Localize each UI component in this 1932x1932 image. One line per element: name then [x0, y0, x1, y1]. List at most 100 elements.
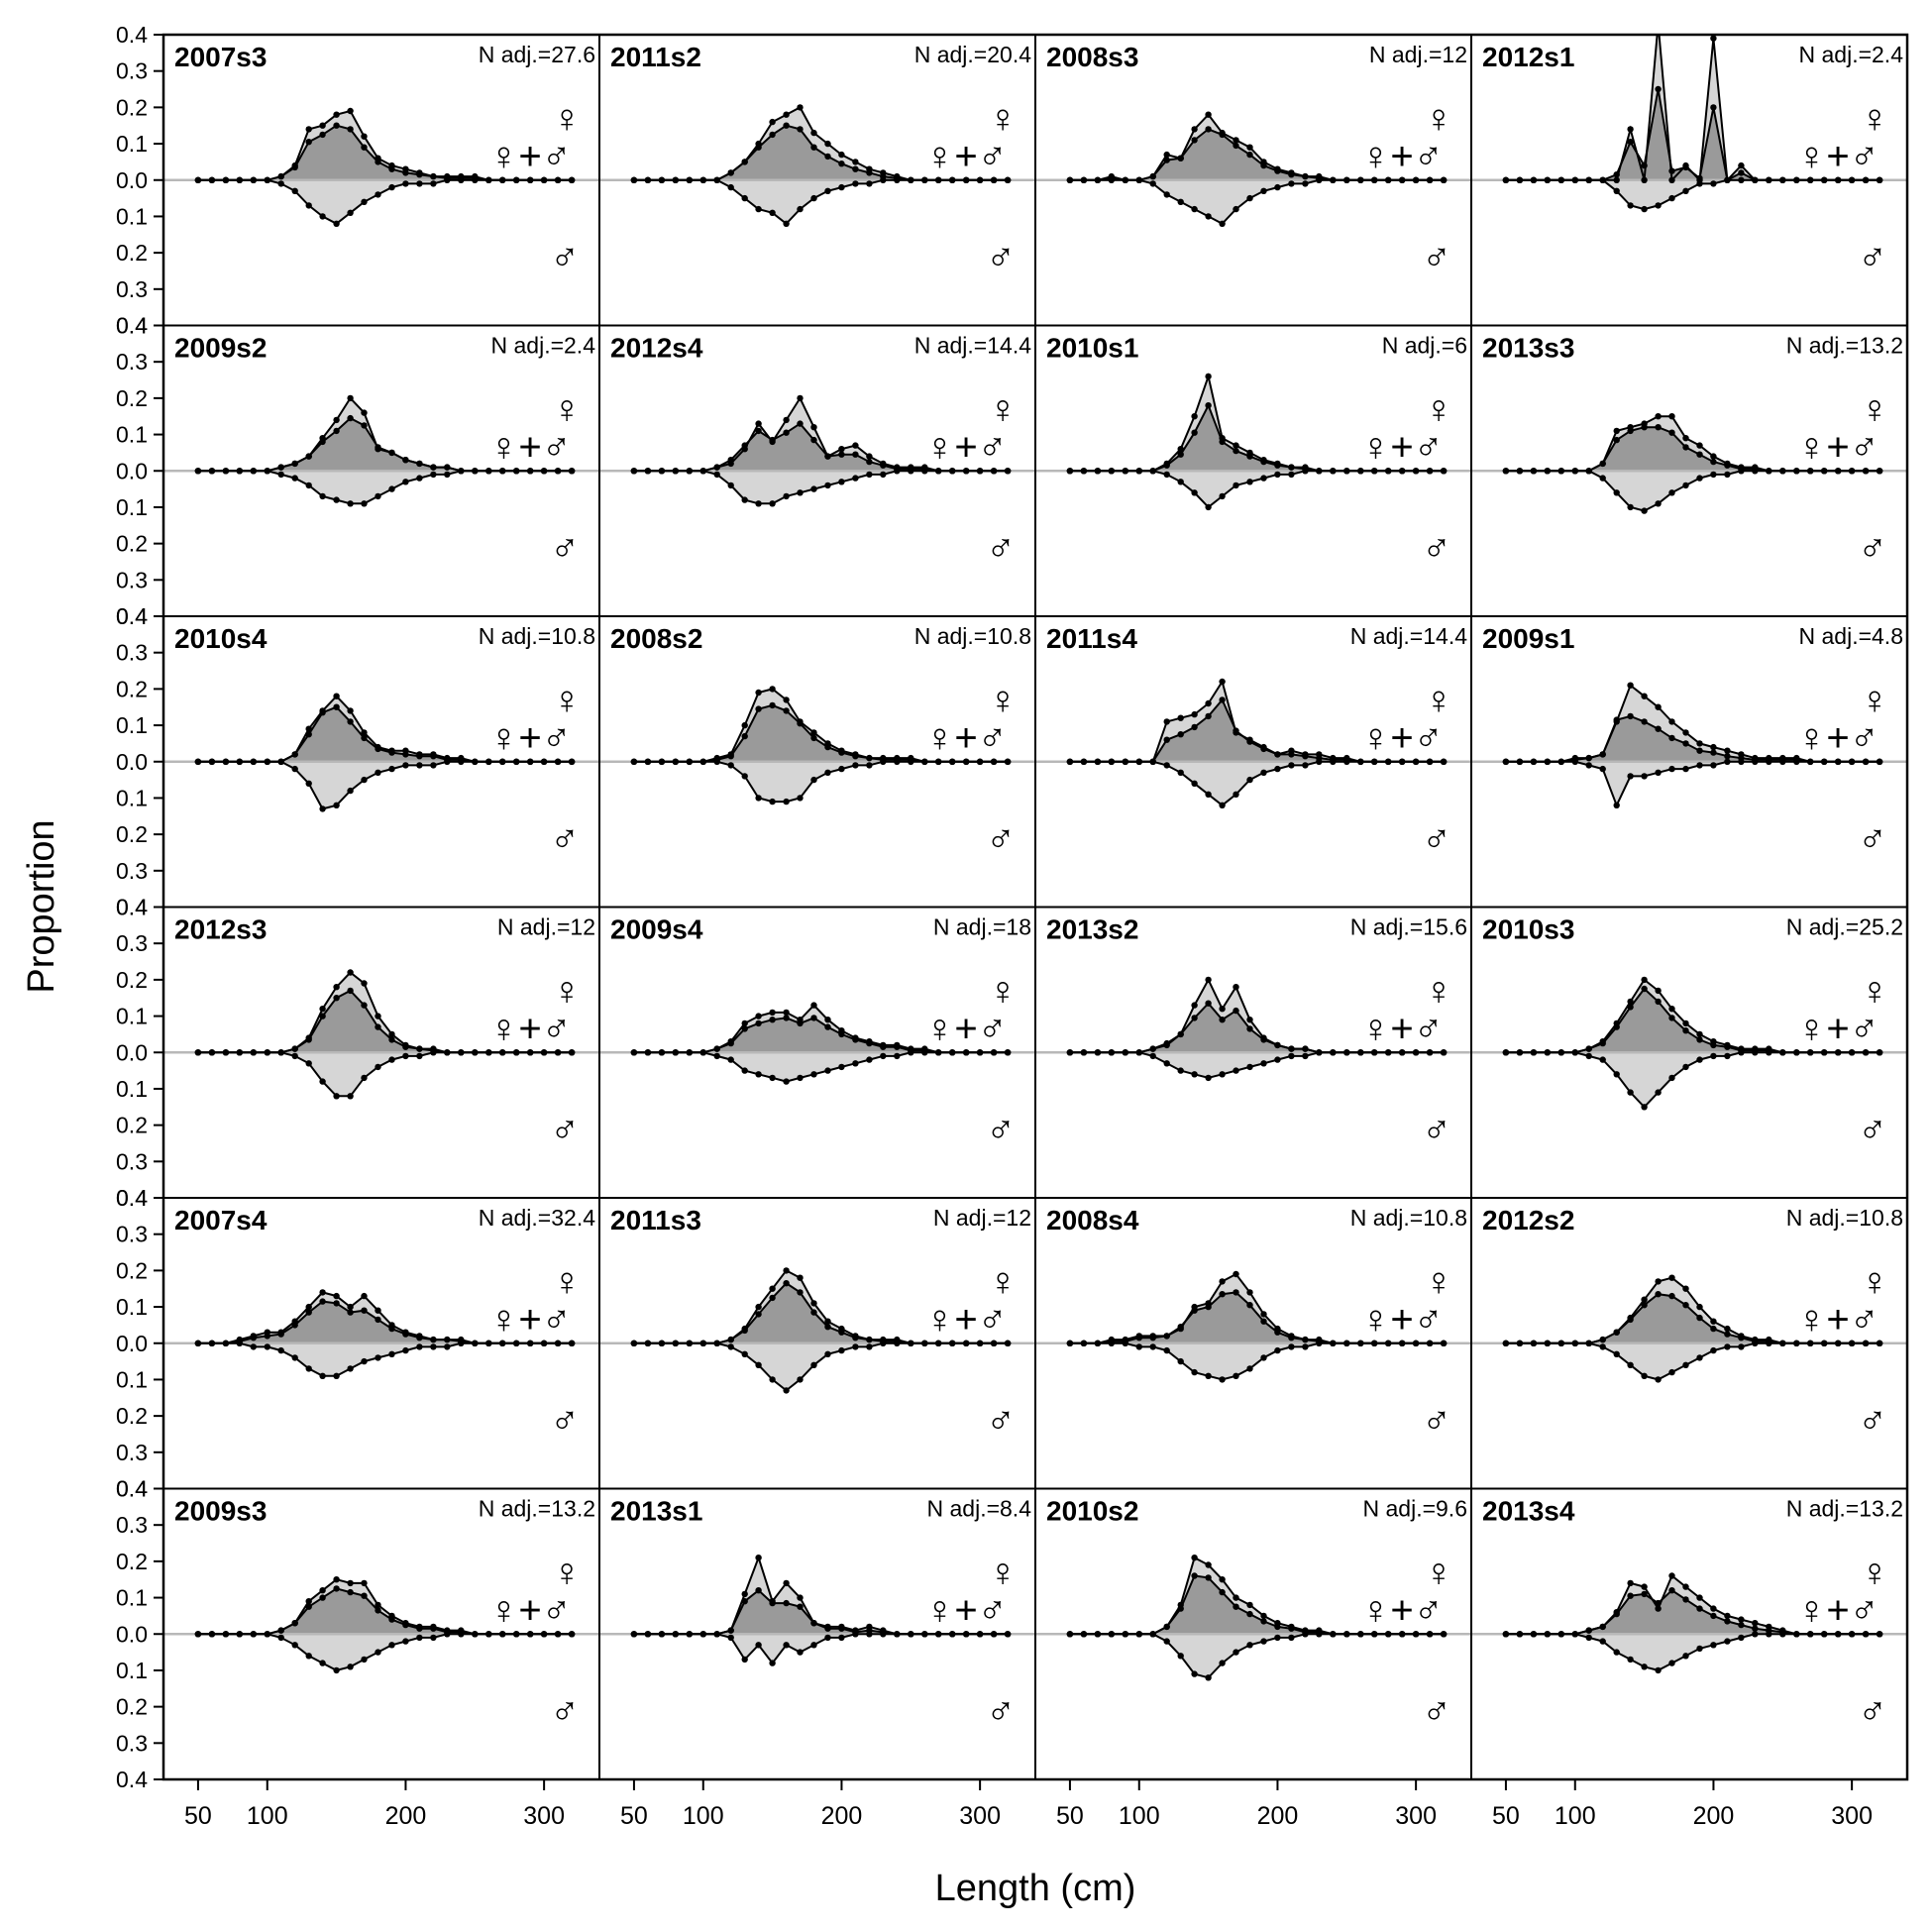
combined-point: [1876, 1340, 1883, 1347]
combined-point: [1807, 1340, 1814, 1347]
panel-nadj: N adj.=10.8: [914, 623, 1031, 649]
male-point: [430, 1634, 437, 1642]
combined-point: [1205, 1000, 1212, 1007]
combined-point: [1710, 1612, 1717, 1620]
male-point: [1205, 1372, 1212, 1380]
combined-point: [1066, 1631, 1074, 1638]
combined-point: [1862, 176, 1870, 183]
combined-point: [554, 1049, 562, 1056]
male-symbol-icon: ♂: [550, 1399, 580, 1443]
panel-nadj: N adj.=2.4: [491, 333, 596, 359]
panel-nadj: N adj.=12: [1369, 42, 1467, 67]
female-point: [1738, 1616, 1745, 1623]
y-tick-label: 0.3: [116, 640, 148, 666]
combined-point: [1219, 438, 1226, 446]
combined-point: [458, 468, 465, 475]
combined-point: [990, 1049, 998, 1056]
combined-point: [1163, 157, 1170, 163]
combined-point: [430, 1336, 437, 1343]
female-point: [1191, 1002, 1198, 1009]
combined-point: [1371, 1631, 1378, 1638]
combined-point: [810, 1309, 817, 1316]
y-tick-label: 0.3: [116, 1440, 148, 1465]
combined-point: [430, 464, 437, 471]
male-point: [1191, 489, 1198, 496]
y-tick-label: 0.3: [116, 1512, 148, 1538]
combined-point: [838, 749, 845, 756]
combined-point: [1502, 1631, 1510, 1638]
male-point: [1233, 1372, 1239, 1380]
female-point: [375, 1601, 381, 1609]
combined-point: [1544, 176, 1552, 183]
panel-2009s4: 2009s4 N adj.=18 ♀♀+♂ ♂: [598, 906, 1036, 1199]
male-point: [755, 1642, 762, 1649]
female-point: [1668, 1006, 1675, 1013]
female-point: [783, 1579, 790, 1587]
combined-point: [1302, 753, 1309, 760]
male-point: [769, 209, 776, 216]
combined-point: [1122, 1631, 1129, 1638]
combined-point: [319, 131, 326, 139]
female-point: [769, 118, 776, 126]
combined-point: [1544, 758, 1552, 765]
male-point: [797, 1649, 804, 1656]
combined-point: [1502, 1340, 1510, 1347]
combined-line: [633, 1017, 1009, 1054]
panel-2008s3: 2008s3 N adj.=12 ♀♀+♂ ♂: [1034, 34, 1472, 327]
combined-point: [672, 1049, 679, 1056]
combined-point: [908, 1340, 914, 1347]
male-point: [783, 1078, 790, 1085]
y-tick-label: 0.4: [116, 22, 148, 48]
combined-point: [755, 1020, 762, 1027]
male-point: [1696, 762, 1703, 769]
male-point: [755, 1361, 762, 1369]
combined-line: [197, 705, 573, 763]
combined-point: [1135, 468, 1143, 475]
combined-point: [472, 758, 479, 765]
combined-point: [1205, 1574, 1212, 1581]
combined-point: [1835, 468, 1842, 475]
combined-point: [416, 753, 423, 760]
male-point: [1682, 1653, 1689, 1660]
female-point: [1641, 976, 1648, 984]
female-point: [1613, 427, 1620, 435]
male-point: [347, 1365, 354, 1372]
combined-point: [1585, 754, 1592, 762]
male-point: [1682, 1063, 1689, 1071]
combined-point: [1066, 758, 1074, 765]
panel-title: 2013s4: [1482, 1496, 1575, 1527]
combined-point: [1835, 1631, 1842, 1638]
male-area: [633, 1342, 1009, 1391]
combined-point: [1821, 758, 1828, 765]
panel-nadj: N adj.=10.8: [1350, 1205, 1467, 1231]
male-point: [402, 1346, 409, 1354]
male-area: [1505, 1052, 1880, 1108]
panel-2013s1: 2013s1 N adj.=8.4 ♀♀+♂ ♂: [598, 1487, 1036, 1780]
male-point: [727, 1343, 734, 1350]
combined-point: [430, 1625, 437, 1632]
combined-point: [1766, 1627, 1772, 1634]
male-area: [1505, 761, 1880, 805]
combined-point: [1316, 1338, 1323, 1345]
combined-point: [1302, 466, 1309, 473]
panel-title: 2009s4: [610, 914, 703, 945]
combined-point: [458, 174, 465, 182]
y-tick-label: 0.1: [116, 1585, 148, 1611]
combined-point: [1613, 1610, 1620, 1618]
combined-point: [1599, 176, 1606, 183]
combined-point: [1613, 716, 1620, 723]
combined-point: [513, 1340, 520, 1347]
combined-point: [208, 758, 216, 765]
panel-plot-area: [599, 1555, 1035, 1666]
y-tick-label: 0.3: [116, 58, 148, 84]
combined-point: [686, 468, 693, 475]
panel-title: 2008s2: [610, 623, 702, 654]
male-point: [388, 765, 395, 773]
female-symbol-icon: ♀: [552, 97, 582, 141]
combined-point: [727, 169, 734, 176]
female-point: [1260, 1311, 1267, 1318]
panel-2010s3: 2010s3 N adj.=25.2 ♀♀+♂ ♂: [1470, 906, 1908, 1199]
combined-point: [1752, 466, 1759, 473]
female-point: [1696, 1594, 1703, 1601]
female-point: [1627, 1579, 1634, 1587]
